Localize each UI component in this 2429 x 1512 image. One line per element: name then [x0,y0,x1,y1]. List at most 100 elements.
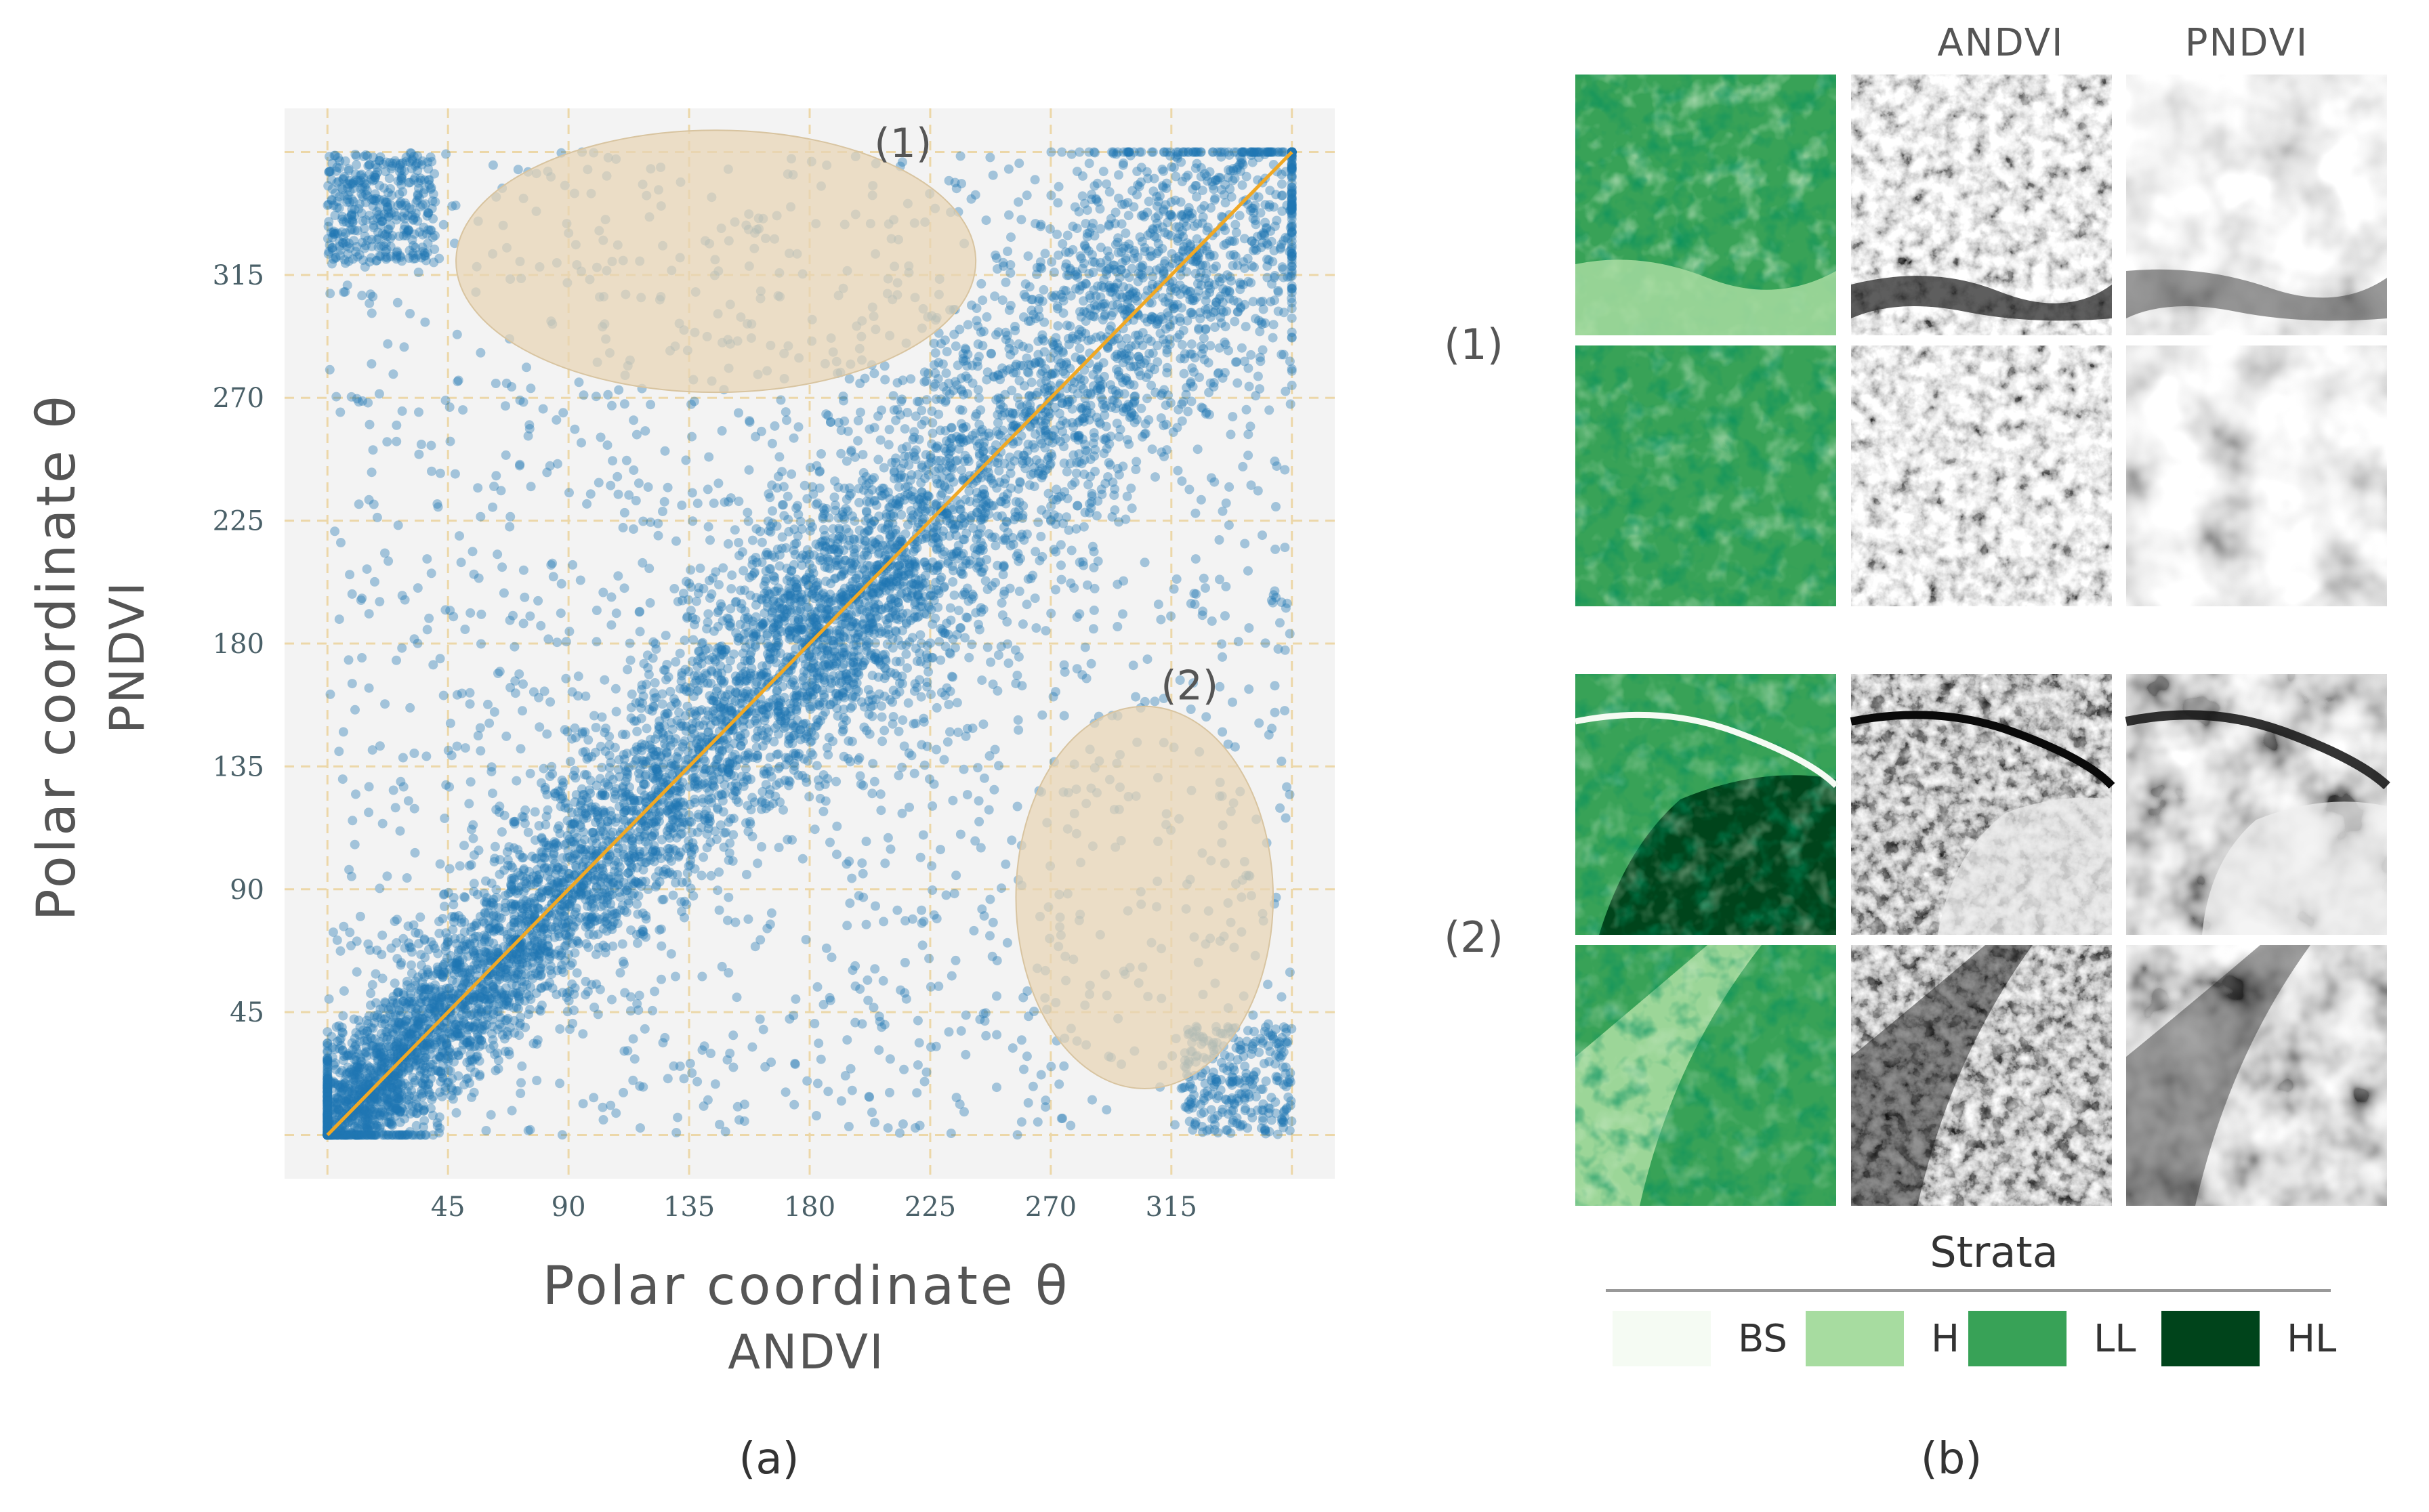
data-point [456,558,466,568]
data-point [894,497,905,507]
data-point [955,829,966,839]
data-point [655,806,665,816]
data-point [362,564,372,574]
data-point [1287,202,1297,212]
data-point [331,150,340,161]
data-point [607,889,617,900]
data-point [1080,394,1090,404]
data-point [1008,420,1018,430]
data-point [565,1024,575,1034]
data-point [912,1088,922,1098]
data-point [724,768,734,777]
data-point [850,516,860,526]
data-point [890,474,899,484]
data-point [364,782,374,792]
data-point [465,1041,475,1051]
data-point [1022,1051,1032,1062]
data-point [900,958,910,967]
data-point [1255,356,1266,366]
data-point [1271,502,1281,511]
data-point [388,1075,398,1085]
data-point [1243,429,1253,440]
data-point [366,1000,375,1010]
data-point [704,452,714,462]
data-point [1118,609,1127,619]
data-point [1000,533,1010,543]
data-point [877,712,887,722]
data-point [1209,1114,1220,1124]
data-point [338,238,348,249]
data-point [884,425,894,435]
data-point [851,685,861,694]
data-point [413,638,423,648]
data-point [334,747,344,757]
data-point [543,805,553,815]
data-point [734,408,743,418]
data-point [749,797,760,807]
data-point [652,747,662,757]
data-point [528,957,538,967]
data-point [387,1083,397,1093]
data-point [725,685,735,695]
data-point [1085,499,1095,509]
data-point [344,1067,354,1077]
data-point [669,584,680,593]
data-point [1234,1036,1244,1047]
data-point [823,774,833,784]
data-point [879,691,890,701]
data-point [500,972,510,982]
data-point [1008,1043,1018,1053]
data-point [952,698,962,708]
data-point [1040,249,1050,259]
data-point [1166,197,1176,207]
data-point [574,377,584,387]
data-point [761,566,771,576]
data-point [740,751,750,761]
data-point [831,776,842,786]
data-point [1079,413,1089,423]
data-point [338,727,348,737]
data-point [1190,147,1200,157]
data-point [958,423,968,433]
data-point [421,751,432,761]
data-point [703,609,713,619]
data-point [799,754,809,764]
data-point [1003,164,1014,174]
data-point [1199,1093,1209,1104]
data-point [504,842,514,852]
data-point [1165,210,1175,220]
data-point [1182,1102,1192,1112]
data-point [1153,341,1163,350]
data-point [724,892,734,902]
data-point [407,968,417,978]
data-point [1221,498,1231,508]
data-point [399,342,409,352]
data-point [739,715,749,725]
data-point [516,965,526,974]
data-point [480,908,491,918]
data-point [1142,207,1153,217]
data-point [747,793,757,803]
data-point [491,885,501,895]
data-point [617,939,627,949]
data-point [1179,369,1189,379]
data-point [976,278,987,289]
data-point [610,742,620,753]
data-point [418,1101,428,1111]
data-point [774,597,784,608]
data-point [542,729,552,739]
data-point [390,803,400,813]
data-point [1272,1129,1283,1139]
data-point [699,1041,709,1051]
data-point [435,859,445,869]
data-point [558,900,567,910]
data-point [619,1087,628,1097]
data-point [748,620,758,630]
data-point [914,1038,924,1048]
data-point [686,849,697,860]
data-point [739,1099,749,1110]
data-point [648,1005,657,1015]
data-point [416,950,426,960]
data-point [1117,219,1127,229]
data-point [1186,339,1197,349]
